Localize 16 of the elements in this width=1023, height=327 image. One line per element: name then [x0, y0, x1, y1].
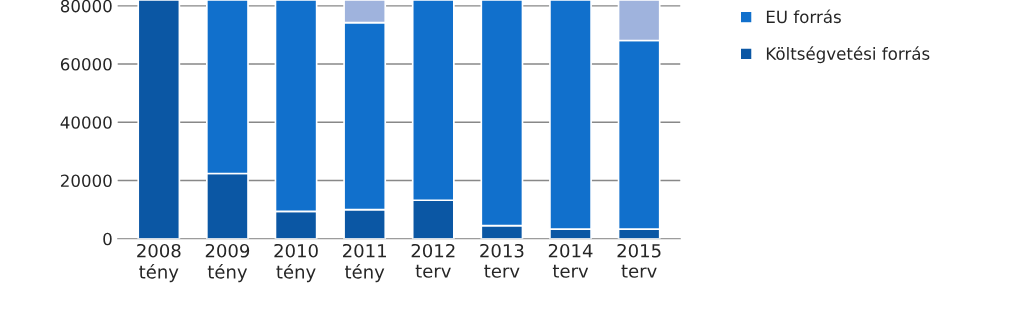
x-tick-label: 2012 terv: [411, 243, 455, 278]
x-tick-label: 2013 terv: [480, 243, 524, 278]
legend-label: EU forrás: [766, 9, 841, 24]
legend-label: Költségvetési forrás: [766, 46, 930, 64]
x-tick-label: 2008 tény: [137, 243, 181, 283]
x-tick-label: 2014 terv: [548, 243, 593, 278]
x-tick-label: 2015 terv: [617, 243, 661, 278]
y-tick-label: 20000: [60, 174, 112, 188]
y-tick-label: 0: [103, 232, 112, 246]
x-tick-label: 2009 tény: [205, 243, 250, 283]
y-tick-label: 60000: [60, 58, 112, 71]
x-tick-label: 2011 tény: [343, 243, 386, 283]
bar: [137, 0, 181, 239]
x-tick-label: 2010 tény: [274, 243, 318, 283]
y-tick-label: 80000: [60, 0, 112, 13]
y-tick-label: 40000: [60, 116, 112, 129]
